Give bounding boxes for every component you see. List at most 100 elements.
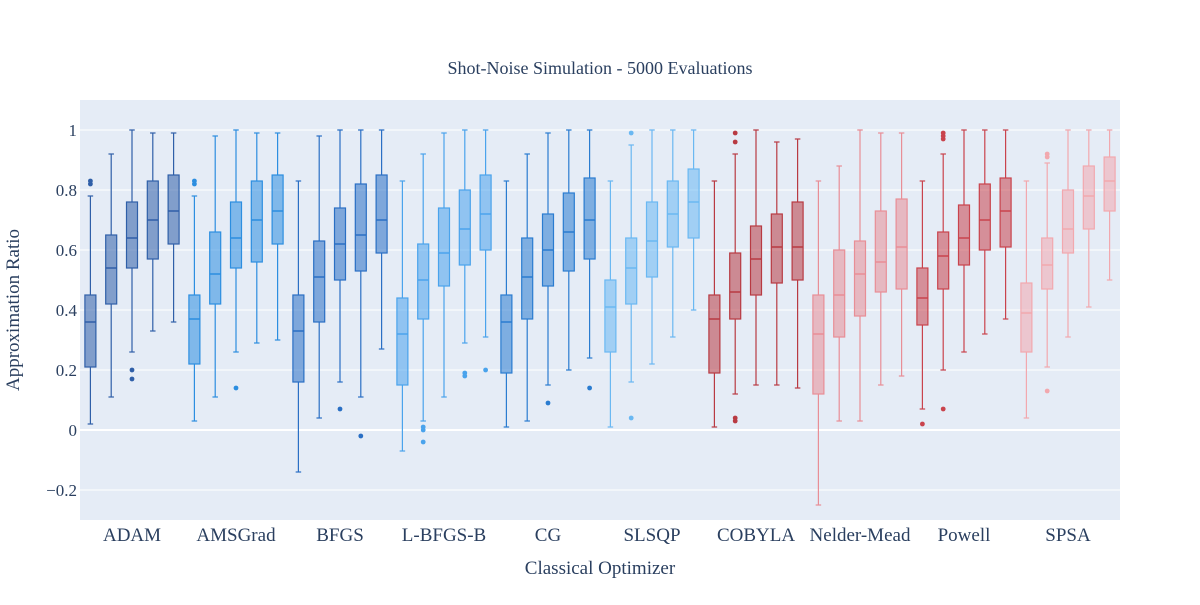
box-iqr bbox=[167, 174, 180, 245]
box-iqr bbox=[1082, 165, 1095, 230]
y-tick-label: 0.2 bbox=[56, 361, 77, 380]
box-series bbox=[84, 129, 1116, 506]
outlier-point bbox=[233, 385, 239, 391]
box-iqr bbox=[770, 213, 783, 284]
box-iqr bbox=[250, 180, 263, 263]
outlier-point bbox=[129, 376, 135, 382]
box-iqr bbox=[916, 267, 929, 326]
box-iqr bbox=[479, 174, 492, 251]
box-iqr bbox=[999, 177, 1012, 248]
x-axis-title: Classical Optimizer bbox=[525, 558, 676, 579]
outlier-point bbox=[420, 439, 426, 445]
box-iqr bbox=[209, 231, 222, 305]
box-iqr bbox=[853, 240, 867, 317]
y-tick-labels: −0.2 0 0.2 0.4 0.6 0.8 1 bbox=[46, 121, 77, 500]
x-category-label: CG bbox=[535, 525, 562, 546]
box-iqr bbox=[874, 210, 887, 293]
box-iqr bbox=[978, 183, 991, 251]
y-tick-label: −0.2 bbox=[46, 481, 77, 500]
x-category-label: L-BFGS-B bbox=[402, 525, 486, 546]
box-iqr bbox=[84, 294, 97, 368]
box-group-powell bbox=[916, 129, 1012, 427]
box-iqr bbox=[729, 252, 742, 320]
outlier-point bbox=[920, 421, 925, 427]
box-group-cg bbox=[500, 129, 596, 428]
outlier-point bbox=[732, 415, 738, 421]
box-iqr bbox=[645, 201, 659, 278]
x-category-label: BFGS bbox=[316, 525, 364, 546]
outlier-point bbox=[462, 370, 468, 376]
box-iqr bbox=[229, 201, 243, 269]
x-category-label: Powell bbox=[938, 525, 991, 546]
outlier-point bbox=[1044, 388, 1050, 394]
box-iqr bbox=[396, 297, 409, 386]
outlier-point bbox=[587, 385, 592, 391]
box-iqr bbox=[375, 174, 388, 254]
box-iqr bbox=[313, 240, 326, 323]
box-iqr bbox=[625, 237, 638, 305]
outlier-point bbox=[1044, 151, 1050, 157]
box-group-slsqp bbox=[604, 129, 700, 428]
box-iqr bbox=[271, 174, 284, 245]
box-iqr bbox=[105, 234, 118, 305]
box-iqr bbox=[708, 294, 721, 374]
y-tick-label: 1 bbox=[69, 121, 78, 140]
outlier-point bbox=[88, 178, 93, 184]
outlier-point bbox=[732, 130, 738, 136]
box-iqr bbox=[833, 249, 846, 338]
outlier-point bbox=[420, 424, 426, 430]
box-iqr bbox=[1103, 156, 1116, 212]
x-category-label: SPSA bbox=[1045, 525, 1091, 546]
box-iqr bbox=[437, 207, 451, 287]
y-tick-label: 0.8 bbox=[56, 181, 77, 200]
x-category-label: ADAM bbox=[103, 525, 161, 546]
box-iqr bbox=[417, 243, 430, 320]
box-group-bfgs bbox=[292, 129, 388, 473]
chart-title: Shot-Noise Simulation - 5000 Evaluations bbox=[448, 58, 753, 78]
box-iqr bbox=[791, 201, 804, 281]
box-iqr bbox=[1061, 189, 1075, 254]
outlier-point bbox=[940, 130, 946, 136]
outlier-point bbox=[483, 367, 488, 373]
box-iqr bbox=[604, 279, 617, 353]
box-group-spsa bbox=[1020, 129, 1116, 419]
box-iqr bbox=[687, 168, 700, 239]
box-group-cobyla bbox=[708, 129, 804, 428]
gridlines bbox=[80, 129, 1120, 491]
outlier-point bbox=[628, 130, 634, 136]
box-iqr bbox=[1041, 237, 1054, 290]
outlier-point bbox=[940, 406, 946, 412]
box-iqr bbox=[583, 177, 596, 260]
box-iqr bbox=[354, 183, 367, 272]
outlier-point bbox=[358, 433, 364, 439]
y-axis-title: Approximation Ratio bbox=[3, 229, 24, 391]
box-iqr bbox=[521, 237, 534, 320]
outlier-point bbox=[545, 400, 551, 406]
box-iqr bbox=[188, 294, 201, 365]
x-category-labels: ADAM AMSGrad BFGS L-BFGS-B CG SLSQP COBYLA Neld… bbox=[103, 525, 1091, 546]
box-iqr bbox=[458, 189, 471, 266]
outlier-point bbox=[337, 406, 343, 412]
y-tick-label: 0.4 bbox=[56, 301, 78, 320]
box-iqr bbox=[812, 294, 825, 395]
y-tick-label: 0 bbox=[69, 421, 78, 440]
box-iqr bbox=[895, 198, 908, 290]
x-category-label: COBYLA bbox=[717, 525, 795, 546]
outlier-point bbox=[732, 139, 738, 145]
box-iqr bbox=[1020, 282, 1033, 353]
box-group-amsgrad bbox=[188, 129, 284, 422]
y-tick-label: 0.6 bbox=[56, 241, 77, 260]
box-iqr bbox=[125, 201, 139, 269]
x-category-label: SLSQP bbox=[623, 525, 680, 546]
x-category-label: AMSGrad bbox=[196, 525, 276, 546]
x-category-label: Nelder-Mead bbox=[810, 525, 911, 546]
box-group-l-bfgs-b bbox=[396, 129, 492, 452]
box-iqr bbox=[500, 294, 513, 374]
box-iqr bbox=[749, 225, 763, 296]
box-iqr bbox=[292, 294, 305, 383]
box-group-adam bbox=[84, 129, 180, 425]
outlier-point bbox=[192, 178, 197, 184]
box-iqr bbox=[937, 231, 950, 290]
box-group-nelder-mead bbox=[812, 129, 908, 506]
